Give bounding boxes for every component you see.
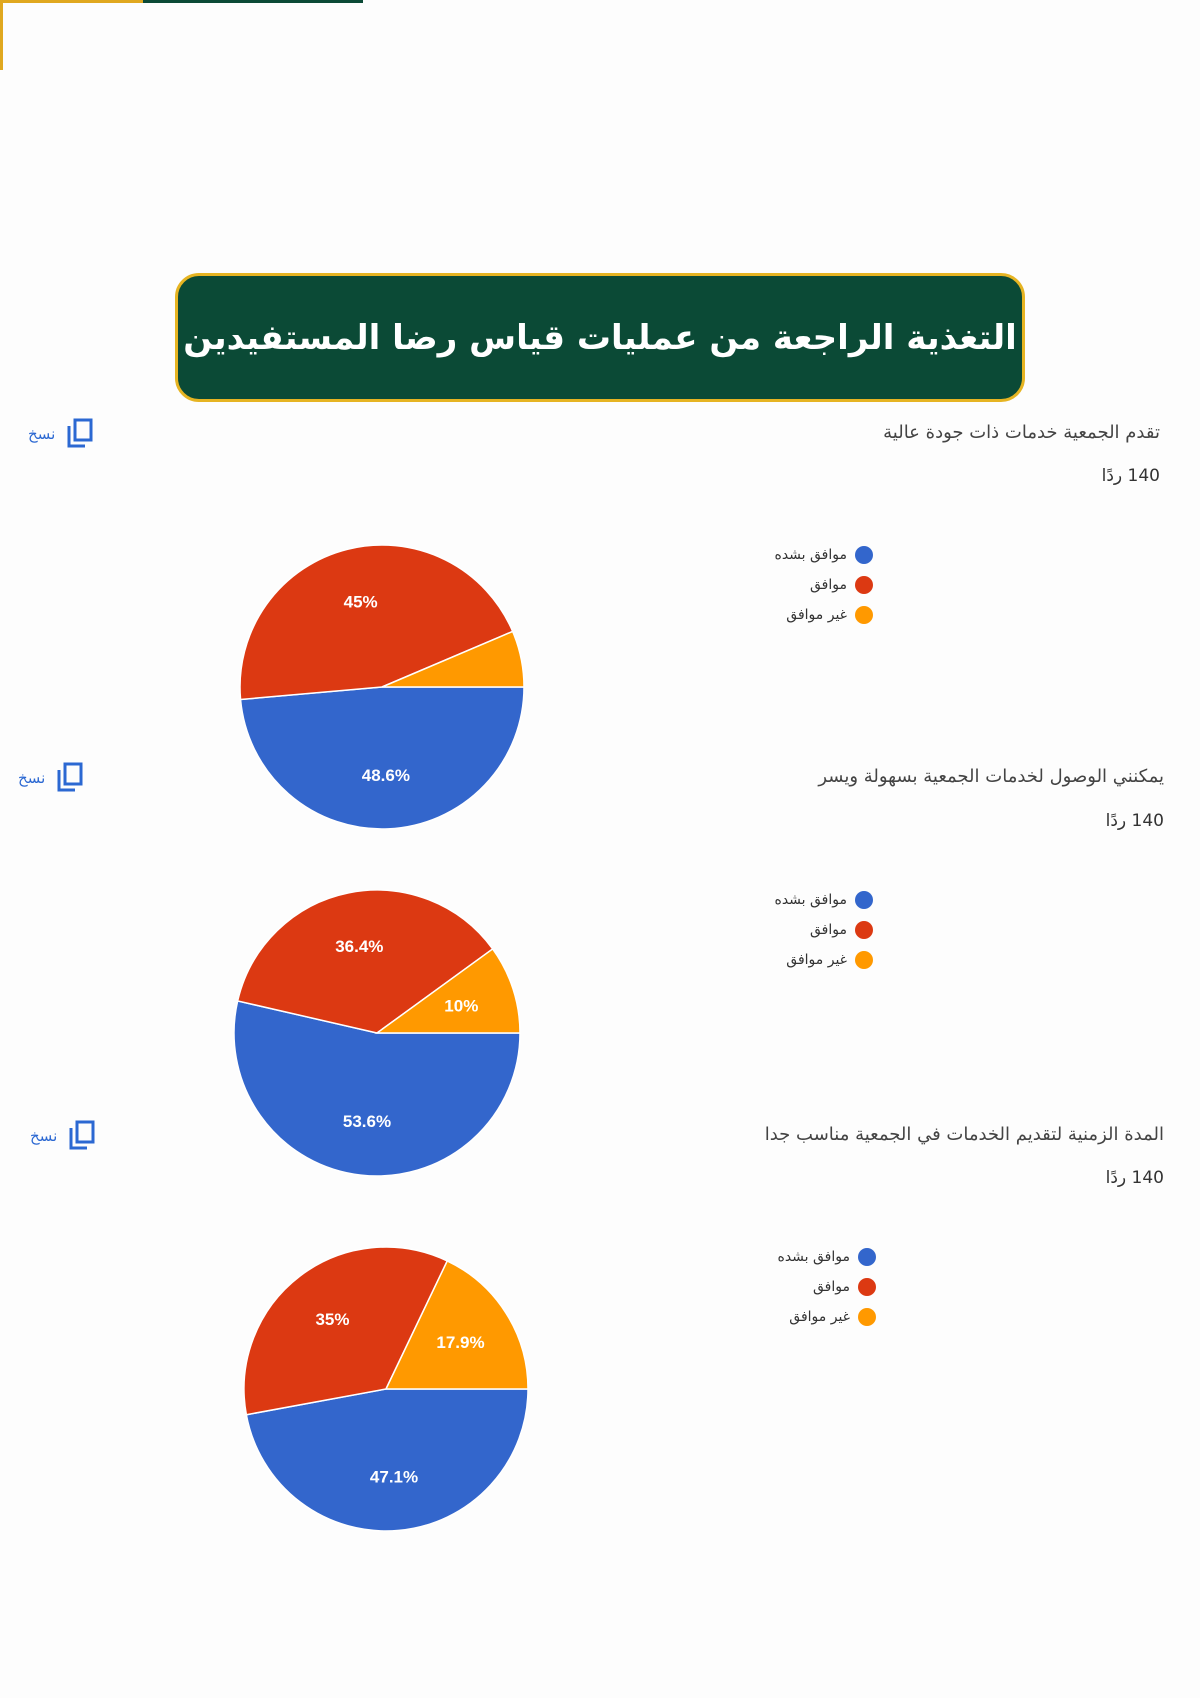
- pie-chart-3: 47.1% 35% 17.9%: [243, 1246, 529, 1532]
- pie-chart-1: 48.6% 45%: [239, 544, 525, 830]
- legend-dot: [855, 921, 873, 939]
- slice-agree: [239, 544, 514, 701]
- slice-disagree: [374, 947, 521, 1034]
- legend-item-strongly-agree: موافق بشده: [736, 1242, 876, 1272]
- legend-item-agree: موافق: [736, 1272, 876, 1302]
- response-count-1: 140 ردًا: [1101, 466, 1160, 486]
- value-label-agree: 45%: [344, 593, 378, 612]
- question-title-1: تقدم الجمعية خدمات ذات جودة عالية: [883, 422, 1160, 443]
- legend-item-agree: موافق: [733, 570, 873, 600]
- copy-icon: [69, 1120, 95, 1150]
- corner-frame-gold-line: [3, 0, 143, 3]
- slice-agree: [236, 889, 494, 1034]
- copy-label: نسخ: [18, 769, 46, 787]
- legend-item-disagree: غير موافق: [733, 600, 873, 630]
- legend-label: موافق: [810, 922, 847, 938]
- response-count-3: 140 ردًا: [1105, 1168, 1164, 1188]
- slice-strongly-agree: [233, 1000, 521, 1177]
- legend-dot: [855, 546, 873, 564]
- legend-label: غير موافق: [786, 607, 847, 623]
- value-label-strongly-agree: 48.6%: [362, 766, 410, 785]
- legend-label: موافق بشده: [774, 892, 847, 908]
- value-label-agree: 36.4%: [335, 937, 383, 956]
- copy-label: نسخ: [28, 425, 56, 443]
- slice-strongly-agree: [239, 686, 525, 830]
- legend-dot: [855, 576, 873, 594]
- slice-agree: [243, 1246, 449, 1416]
- slice-disagree: [381, 630, 525, 688]
- legend-label: موافق بشده: [774, 547, 847, 563]
- slice-strongly-agree: [245, 1388, 529, 1532]
- copy-button-1[interactable]: نسخ: [28, 418, 95, 450]
- corner-frame-green-line: [143, 0, 363, 3]
- copy-button-2[interactable]: نسخ: [18, 762, 85, 794]
- legend-label: موافق بشده: [777, 1249, 850, 1265]
- legend-label: موافق: [813, 1279, 850, 1295]
- page-title: التغذية الراجعة من عمليات قياس رضا المست…: [183, 317, 1017, 358]
- legend-dot: [858, 1248, 876, 1266]
- value-label-strongly-agree: 53.6%: [343, 1112, 391, 1131]
- legend-label: موافق: [810, 577, 847, 593]
- copy-icon: [67, 418, 93, 448]
- legend-3: موافق بشده موافق غير موافق: [736, 1242, 876, 1332]
- value-label-disagree: 10%: [444, 997, 478, 1016]
- legend-item-strongly-agree: موافق بشده: [733, 885, 873, 915]
- legend-label: غير موافق: [786, 952, 847, 968]
- legend-dot: [858, 1278, 876, 1296]
- copy-button-3[interactable]: نسخ: [30, 1120, 97, 1152]
- legend-2: موافق بشده موافق غير موافق: [733, 885, 873, 975]
- page-title-banner: التغذية الراجعة من عمليات قياس رضا المست…: [175, 273, 1025, 402]
- legend-1: موافق بشده موافق غير موافق: [733, 540, 873, 630]
- corner-frame: [0, 0, 363, 70]
- legend-dot: [855, 951, 873, 969]
- slice-disagree: [384, 1259, 529, 1390]
- copy-label: نسخ: [30, 1127, 58, 1145]
- legend-dot: [855, 891, 873, 909]
- pie-chart-2: 53.6% 36.4% 10%: [233, 889, 521, 1177]
- question-title-3: المدة الزمنية لتقديم الخدمات في الجمعية …: [764, 1124, 1164, 1145]
- response-count-2: 140 ردًا: [1105, 811, 1164, 831]
- value-label-disagree: 17.9%: [436, 1333, 484, 1352]
- question-title-2: يمكنني الوصول لخدمات الجمعية بسهولة ويسر: [818, 766, 1164, 787]
- legend-item-disagree: غير موافق: [736, 1302, 876, 1332]
- value-label-agree: 35%: [315, 1310, 349, 1329]
- copy-icon: [57, 762, 83, 792]
- legend-item-disagree: غير موافق: [733, 945, 873, 975]
- legend-dot: [855, 606, 873, 624]
- legend-item-agree: موافق: [733, 915, 873, 945]
- legend-item-strongly-agree: موافق بشده: [733, 540, 873, 570]
- value-label-strongly-agree: 47.1%: [370, 1468, 418, 1487]
- legend-label: غير موافق: [789, 1309, 850, 1325]
- legend-dot: [858, 1308, 876, 1326]
